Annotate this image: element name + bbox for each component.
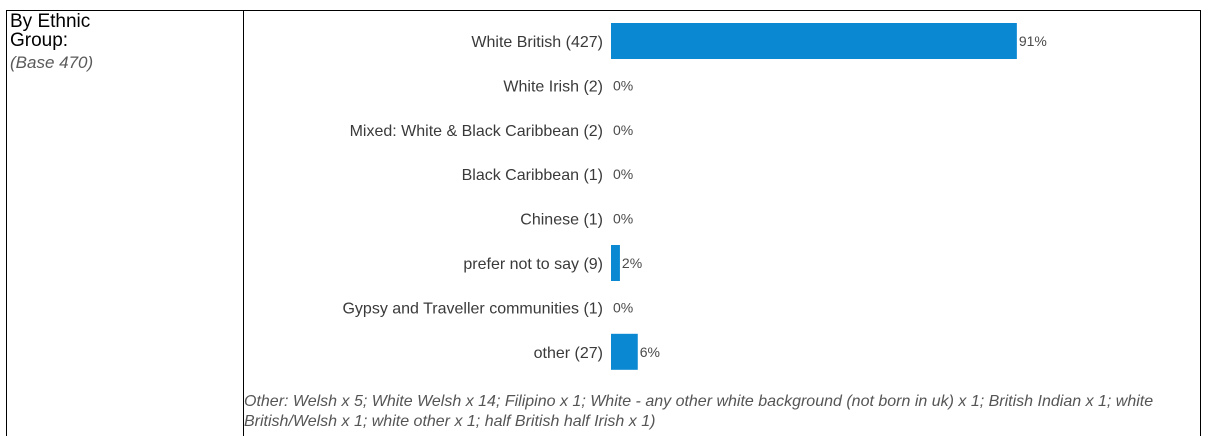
ethnic-group-bar-chart: White British (427) 91% White Irish (2) 0% M… xyxy=(342,23,1047,370)
table-border-right xyxy=(1200,10,1201,436)
value-label: 0% xyxy=(613,166,633,182)
category-label: Black Caribbean (1) xyxy=(462,167,603,184)
bar xyxy=(611,245,620,281)
table-border-top xyxy=(6,10,1201,11)
value-label: 6% xyxy=(640,344,660,360)
base-count: (Base 470) xyxy=(10,53,94,72)
row-label-cell: By Ethnic Group: (Base 470) xyxy=(10,12,238,72)
value-label: 0% xyxy=(613,211,633,227)
category-label: White British (427) xyxy=(471,34,603,51)
bar xyxy=(611,23,1017,59)
category-label: prefer not to say (9) xyxy=(463,256,603,273)
value-label: 0% xyxy=(613,299,633,315)
value-label: 0% xyxy=(613,77,633,93)
row-heading: By Ethnic Group: xyxy=(10,11,91,51)
category-label: White Irish (2) xyxy=(503,78,603,95)
category-label: Gypsy and Traveller communities (1) xyxy=(342,300,603,317)
other-responses-note: Other: Welsh x 5; White Welsh x 14; Fili… xyxy=(244,393,1154,430)
bar xyxy=(611,333,638,370)
category-label: Chinese (1) xyxy=(520,212,603,229)
table-border-middle xyxy=(243,10,244,436)
value-label: 2% xyxy=(622,255,642,271)
value-label: 0% xyxy=(613,122,633,138)
value-label: 91% xyxy=(1019,33,1047,49)
table-row: By Ethnic Group: (Base 470) xyxy=(6,0,1201,436)
table-border-left xyxy=(6,10,7,436)
category-label: Mixed: White & Black Caribbean (2) xyxy=(350,123,603,140)
category-label: other (27) xyxy=(534,345,603,362)
